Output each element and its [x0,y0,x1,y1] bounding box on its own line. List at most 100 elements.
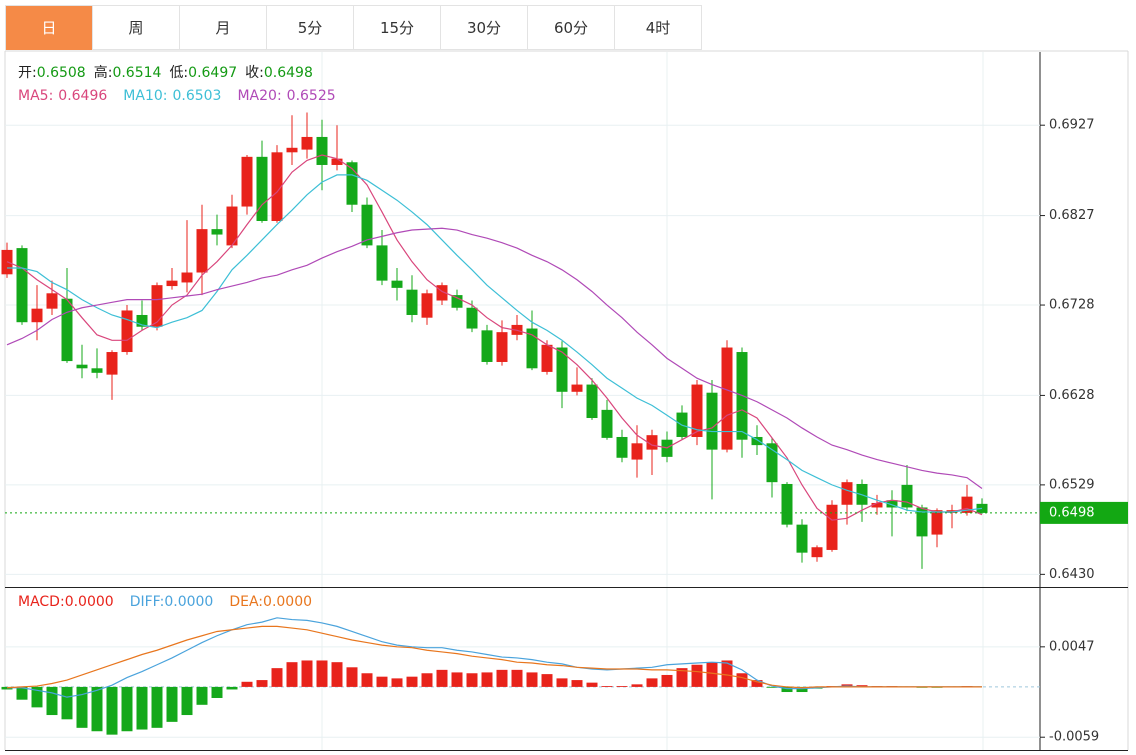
ohlc-label: 低: [169,65,188,81]
macd-bar [856,685,868,687]
period-tab[interactable]: 周 [93,6,180,50]
y-tick-label: 0.6529 [1049,477,1095,492]
legend-name: MA20: [237,88,281,104]
legend-value: 0.6525 [287,88,336,104]
candle-body [571,384,583,392]
legend-name: MA10: [123,88,167,104]
macd-bar [166,686,178,722]
candle-body [271,152,283,221]
candle-body [226,206,238,246]
ma-line [6,227,983,489]
candle-body [721,347,733,450]
candle-body [811,547,823,558]
macd-bar [301,660,313,687]
macd-bar [451,672,463,687]
macd-bar [271,668,283,687]
macd-bar [706,662,718,687]
macd-bar [676,668,688,687]
ohlc-value: 0.6497 [188,65,237,81]
y-tick-label: 0.6827 [1049,208,1095,223]
macd-bar [76,686,88,728]
macd-bar [751,680,763,687]
macd-bar [541,674,553,687]
macd-bar [361,673,373,687]
y-tick-label: 0.6430 [1049,567,1095,582]
candle-body [196,229,208,273]
macd-bar [511,669,523,687]
macd-bar [16,686,28,700]
legend-value: 0.0000 [263,594,312,610]
candle-body [556,347,568,392]
ma-line [7,174,983,513]
ohlc-label: 开: [18,65,37,81]
candle-body [31,308,43,323]
legend-value: 0.6496 [58,88,107,104]
candle-body [406,289,418,315]
ma-line [6,154,983,521]
period-tab[interactable]: 月 [180,6,267,50]
macd-bar [496,669,508,687]
candle-body [241,156,253,207]
macd-bar [46,686,58,716]
macd-bar [346,667,358,687]
macd-bar [586,682,598,687]
ohlc-value: 0.6514 [112,65,161,81]
macd-bar [391,678,403,687]
candle-body [376,245,388,281]
candle-body [76,364,88,369]
period-tab[interactable]: 4时 [615,6,702,50]
candle-body [46,293,58,309]
macd-bar [376,676,388,687]
candle-body [526,328,538,369]
ohlc-value: 0.6508 [37,65,86,81]
last-price-label: 0.6498 [1049,505,1095,520]
ohlc-label: 收: [245,65,264,81]
macd-bar [241,681,253,687]
macd-bar [151,686,163,728]
candle-body [481,330,493,362]
candle-body [136,314,148,327]
candle-body [106,352,118,375]
macd-bar [526,672,538,687]
macd-bar [661,674,673,687]
legend-name: MACD: [18,594,65,610]
candle-body [301,136,313,150]
macd-bar [466,673,478,687]
candle-body [211,229,223,235]
candle-body [901,484,913,508]
candle-body [256,156,268,221]
period-tab[interactable]: 60分 [528,6,615,50]
candle-body [436,285,448,301]
macd-bar [331,662,343,687]
candle-body [541,344,553,372]
macd-bar [91,686,103,732]
macd-bar [631,684,643,687]
candle-body [181,272,193,283]
ohlc-label: 高: [94,64,113,81]
period-tab[interactable]: 15分 [354,6,441,50]
period-tab[interactable]: 5分 [267,6,354,50]
candle-body [961,496,973,513]
macd-bar [421,673,433,687]
legend-value: 0.6503 [172,88,221,104]
candle-body [781,483,793,525]
candle-body [706,392,718,450]
ohlc-value: 0.6498 [264,65,313,81]
candle-body [931,510,943,535]
legend-name: DEA: [229,594,263,610]
candle-body [346,162,358,205]
macd-bar [406,676,418,687]
candle-body [316,136,328,165]
period-tabs: 日周月 5分 15分 30分 60分 4时 [5,5,702,50]
y-tick-label: -0.0059 [1049,730,1099,745]
macd-legend: MACD:0.0000 DIFF:0.0000 DEA:0.0000 [18,594,312,610]
ohlc-header: 开:0.6508 高:0.6514 低:0.6497 收:0.6498 [18,64,313,81]
candle-body [421,293,433,318]
period-tab[interactable]: 日 [6,6,93,50]
period-tab[interactable]: 30分 [441,6,528,50]
candle-body [151,285,163,327]
macd-bar [436,669,448,687]
candle-body [466,307,478,329]
candle-body [391,280,403,288]
